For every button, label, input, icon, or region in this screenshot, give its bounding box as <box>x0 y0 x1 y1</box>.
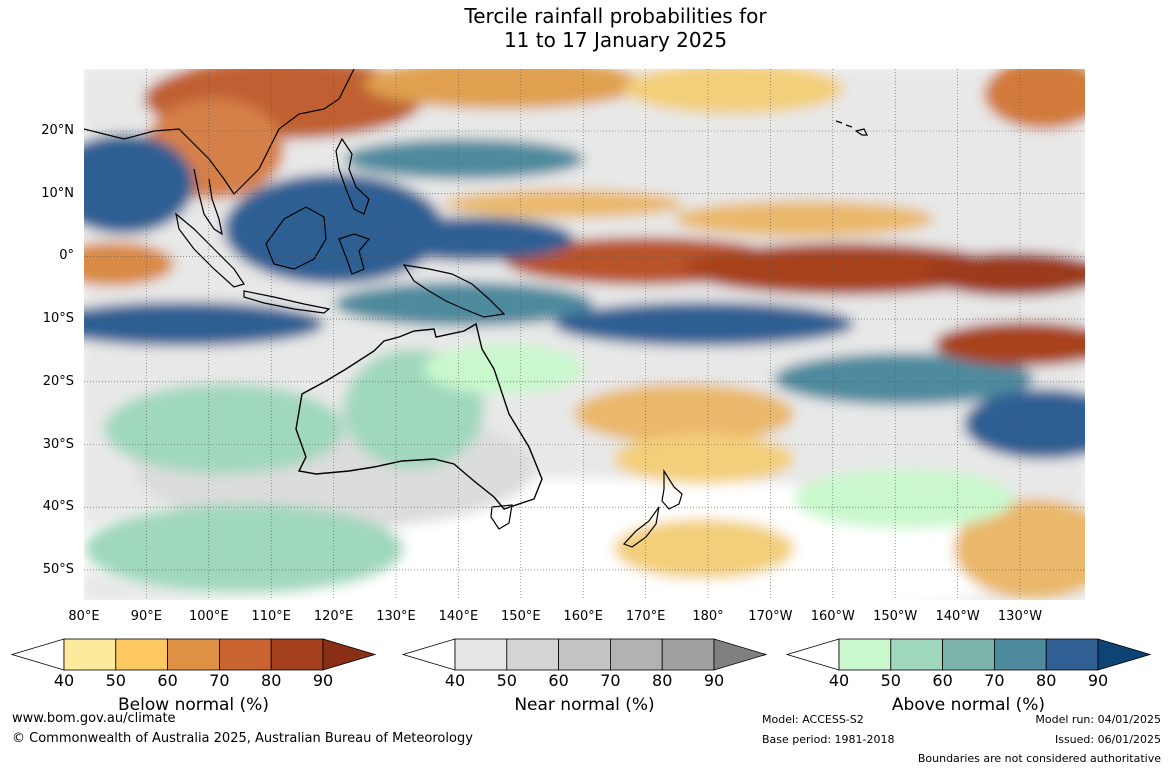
colorbar-tick-label: 80 <box>652 671 673 690</box>
colorbar-tick-label: 90 <box>1087 671 1109 690</box>
lat-label: 50°S <box>42 561 74 577</box>
colorbar-max-triangle <box>322 638 377 671</box>
graticule <box>84 69 1085 600</box>
colorbar-tick-label: 50 <box>496 671 517 690</box>
lat-label: 20°S <box>42 373 74 389</box>
boundaries-disclaimer: Boundaries are not considered authoritat… <box>917 752 1161 765</box>
colorbar-tick-label: 60 <box>932 671 953 690</box>
southeast-asia-coastline <box>84 69 355 195</box>
title-line-1: Tercile rainfall probabilities for <box>464 4 767 28</box>
probability-fields <box>84 69 1085 600</box>
colorbar-swatch <box>454 638 508 671</box>
lon-label: 170°W <box>748 609 793 624</box>
lat-label: 20°N <box>41 123 74 138</box>
borneo-coastline <box>265 206 327 270</box>
model-text: Model: ACCESS-S2 <box>762 713 864 726</box>
colorbar-title: Above normal (%) <box>891 695 1046 715</box>
lon-label: 100°E <box>189 609 229 624</box>
lon-label: 160°E <box>563 609 603 624</box>
colorbar-tick-label: 70 <box>209 671 230 690</box>
model-run-text: Model run: 04/01/2025 <box>1035 713 1161 726</box>
colorbar-swatch <box>890 638 943 671</box>
colorbar-swatch <box>270 638 324 671</box>
hawaii-coastline <box>835 120 868 136</box>
lon-label: 140°W <box>935 609 980 624</box>
colorbar-tick-label: 90 <box>703 671 725 690</box>
colorbar-min-triangle <box>785 638 840 671</box>
lon-label: 90°E <box>130 609 163 624</box>
colorbar-swatch <box>218 638 272 671</box>
colorbar-title: Near normal (%) <box>514 695 655 715</box>
base-period-text: Base period: 1981-2018 <box>762 733 895 746</box>
colorbar-swatch <box>661 638 715 671</box>
colorbar-tick-label: 60 <box>157 671 178 690</box>
colorbar-max-triangle <box>1097 638 1152 671</box>
tasmania-coastline <box>490 504 513 530</box>
lon-label: 110°E <box>251 609 291 624</box>
lon-label: 140°E <box>438 609 479 624</box>
australia-coastline <box>295 322 543 510</box>
colorbar-tick-label: 70 <box>600 671 621 690</box>
colorbar-tick-label: 50 <box>880 671 901 690</box>
lon-label: 180° <box>692 609 724 624</box>
colorbar-swatch <box>115 638 169 671</box>
colorbar-swatch <box>63 638 117 671</box>
java-coastline <box>243 290 331 314</box>
colorbar-swatch <box>506 638 559 671</box>
colorbar-tick-label: 40 <box>53 671 75 690</box>
lon-label: 130°W <box>997 609 1043 624</box>
colorbar-title: Below normal (%) <box>118 695 269 715</box>
colorbar-swatch <box>942 638 995 671</box>
colorbar-swatch <box>558 638 611 671</box>
colorbar-tick-label: 40 <box>444 671 466 690</box>
colorbar-tick-label: 80 <box>261 671 282 690</box>
colorbar-tick-label: 60 <box>548 671 569 690</box>
colorbar-tick-label: 90 <box>312 671 334 690</box>
philippines-coastline <box>335 137 370 215</box>
lat-label: 10°N <box>41 185 74 201</box>
lat-label: 40°S <box>42 499 74 515</box>
colorbar-swatch <box>994 638 1047 671</box>
colorbar-tick-label: 70 <box>984 671 1005 690</box>
sulawesi-coastline <box>338 233 371 275</box>
colorbar-tick-label: 80 <box>1036 671 1057 690</box>
lon-label: 160°W <box>810 609 855 624</box>
colorbar-swatch <box>838 638 892 671</box>
colorbar-swatch <box>167 638 220 671</box>
website-link[interactable]: www.bom.gov.au/climate <box>12 711 176 726</box>
colorbar-swatch <box>610 638 663 671</box>
lon-label: 120°E <box>313 609 354 624</box>
lon-label: 150°W <box>873 609 918 624</box>
lon-label: 80°E <box>68 609 100 624</box>
lat-label: 10°S <box>42 311 74 327</box>
map-canvas <box>84 69 1085 600</box>
map-title: Tercile rainfall probabilities for 11 to… <box>0 4 1173 52</box>
lat-label: 0° <box>59 248 74 264</box>
copyright-text: © Commonwealth of Australia 2025, Austra… <box>12 731 473 746</box>
colorbar-max-triangle <box>713 638 768 671</box>
colorbar-tick-label: 40 <box>828 671 850 690</box>
colorbar-tick-label: 50 <box>105 671 126 690</box>
title-line-2: 11 to 17 January 2025 <box>503 28 728 52</box>
colorbar-swatch <box>1045 638 1099 671</box>
lat-label: 30°S <box>42 436 74 452</box>
lon-label: 150°E <box>501 609 541 624</box>
malay-peninsula-coastline <box>193 168 223 236</box>
lon-label: 130°E <box>376 609 416 624</box>
issued-text: Issued: 06/01/2025 <box>1054 733 1161 746</box>
rainfall-map <box>84 69 1085 600</box>
colorbar-min-triangle <box>10 638 65 671</box>
new-guinea-coastline <box>402 264 506 318</box>
lon-label: 170°E <box>625 609 666 624</box>
colorbar-min-triangle <box>401 638 456 671</box>
sumatra-coastline <box>175 212 245 288</box>
new-zealand-coastline <box>622 468 683 548</box>
